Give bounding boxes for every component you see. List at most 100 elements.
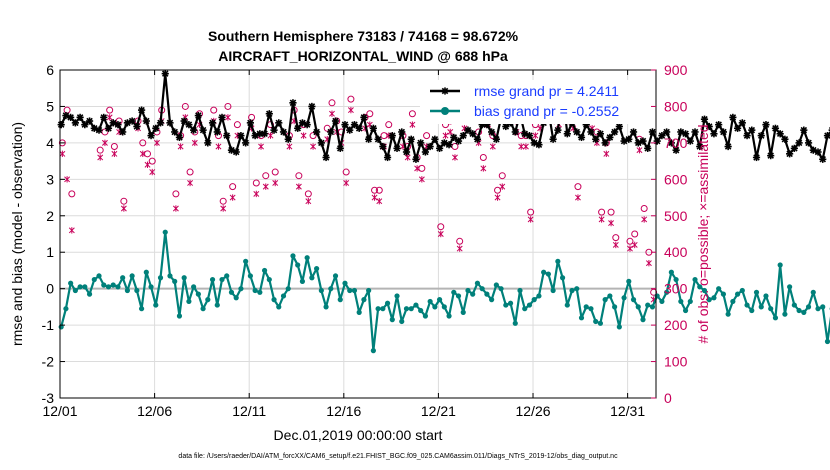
obs-assimilated-point bbox=[437, 230, 444, 238]
rmse-point bbox=[795, 139, 803, 147]
rmse-marker-stroke bbox=[247, 119, 254, 127]
rmse-point bbox=[369, 124, 377, 132]
bias-point bbox=[403, 306, 410, 312]
bias-point bbox=[214, 302, 220, 308]
rmse-point bbox=[672, 146, 680, 154]
y2-tick-label: 400 bbox=[664, 244, 688, 260]
rmse-marker-stroke bbox=[341, 121, 349, 128]
rmse-marker-stroke bbox=[644, 145, 651, 152]
bias-point bbox=[701, 287, 708, 294]
rmse-marker-stroke bbox=[521, 130, 529, 138]
rmse-point bbox=[417, 139, 425, 147]
rmse-marker-stroke bbox=[161, 70, 169, 77]
obs-possible-point bbox=[233, 121, 241, 129]
obs-possible-point bbox=[598, 208, 606, 216]
obs-assimilated-point bbox=[574, 194, 581, 201]
legend-bias-marker bbox=[441, 107, 449, 115]
rmse-point bbox=[71, 119, 79, 127]
obs-possible-point bbox=[248, 113, 256, 121]
axis-ticks: 12/01 12/06 12/11 12/16 12/21 12/26 12/31 -3 -2 -… bbox=[42, 62, 688, 419]
rmse-point bbox=[114, 121, 122, 129]
obs-assimilated-point bbox=[253, 190, 260, 198]
bias-point bbox=[744, 302, 750, 308]
rmse-point bbox=[724, 142, 732, 151]
rmse-point bbox=[166, 119, 174, 127]
bias-point bbox=[77, 284, 83, 290]
bias-point bbox=[332, 273, 339, 279]
bias-point bbox=[299, 278, 306, 284]
rmse-marker-stroke bbox=[218, 114, 226, 121]
bias-point bbox=[375, 306, 381, 312]
obs-assimilated-point bbox=[177, 143, 184, 150]
obs-assimilated-point bbox=[272, 179, 279, 187]
bias-point bbox=[323, 304, 329, 310]
bias-point bbox=[252, 287, 258, 294]
rmse-point bbox=[104, 124, 113, 132]
rmse-marker-stroke bbox=[691, 128, 699, 136]
y-tick-label: -3 bbox=[42, 390, 55, 406]
bias-point bbox=[337, 297, 343, 303]
bias-point bbox=[304, 255, 310, 261]
obs-assimilated-point bbox=[343, 179, 350, 187]
rmse-marker-stroke bbox=[597, 130, 604, 138]
rmse-point bbox=[190, 126, 198, 134]
obs-assimilated-point bbox=[144, 161, 151, 168]
bias-point bbox=[86, 291, 93, 297]
rmse-point bbox=[762, 121, 770, 129]
bias-point bbox=[394, 293, 400, 299]
bias-point bbox=[82, 284, 88, 290]
rmse-point bbox=[596, 130, 605, 138]
bias-point bbox=[243, 258, 249, 264]
obs-assimilated-point bbox=[229, 194, 236, 201]
rmse-marker-stroke bbox=[663, 128, 670, 136]
bias-point bbox=[583, 304, 589, 310]
y-tick-label: 5 bbox=[46, 98, 54, 114]
bias-point bbox=[157, 275, 164, 281]
x-tick-label: 12/31 bbox=[610, 403, 645, 419]
bias-point bbox=[507, 300, 514, 306]
rmse-marker-stroke bbox=[157, 119, 164, 127]
bias-point bbox=[474, 280, 481, 286]
bias-point bbox=[470, 291, 476, 297]
bias-point bbox=[820, 304, 826, 310]
rmse-point bbox=[246, 119, 254, 127]
bias-point bbox=[541, 269, 547, 275]
rmse-marker-stroke bbox=[431, 135, 439, 143]
rmse-point bbox=[606, 133, 614, 142]
bias-point bbox=[824, 338, 830, 345]
obs-assimilated-point bbox=[267, 132, 274, 139]
rmse-marker-stroke bbox=[303, 121, 311, 128]
obs-assimilated-point bbox=[518, 143, 525, 150]
rmse-point bbox=[223, 132, 231, 140]
obs-assimilated-point bbox=[120, 205, 127, 212]
rmse-point bbox=[819, 155, 827, 163]
rmse-marker-stroke bbox=[464, 126, 472, 134]
y-tick-label: 6 bbox=[46, 62, 54, 78]
obs-possible-point bbox=[375, 186, 383, 194]
rmse-marker-stroke bbox=[214, 128, 221, 136]
rmse-point bbox=[393, 144, 401, 152]
rmse-point bbox=[265, 110, 273, 118]
rmse-point bbox=[625, 135, 633, 143]
bias-point bbox=[427, 298, 433, 305]
rmse-point bbox=[800, 126, 808, 134]
obs-possible-point bbox=[371, 186, 379, 194]
legend: rmse grand pr = 4.2411 bias grand pr = -… bbox=[420, 80, 651, 124]
bias-point bbox=[351, 287, 358, 294]
rmse-point bbox=[331, 117, 340, 125]
bias-point bbox=[63, 306, 69, 312]
rmse-marker-stroke bbox=[355, 125, 363, 132]
rmse-marker-stroke bbox=[171, 128, 178, 136]
bias-point bbox=[493, 282, 499, 288]
obs-possible-point bbox=[328, 99, 336, 107]
rmse-point bbox=[175, 133, 184, 142]
rmse-point bbox=[686, 137, 694, 145]
bias-point bbox=[172, 278, 178, 284]
rmse-point bbox=[719, 128, 728, 136]
obs-possible-point bbox=[295, 172, 303, 180]
bias-point bbox=[801, 309, 807, 315]
bias-point bbox=[432, 304, 438, 310]
obs-possible-point bbox=[262, 172, 270, 180]
bias-point bbox=[266, 276, 272, 283]
bias-point bbox=[314, 266, 320, 272]
